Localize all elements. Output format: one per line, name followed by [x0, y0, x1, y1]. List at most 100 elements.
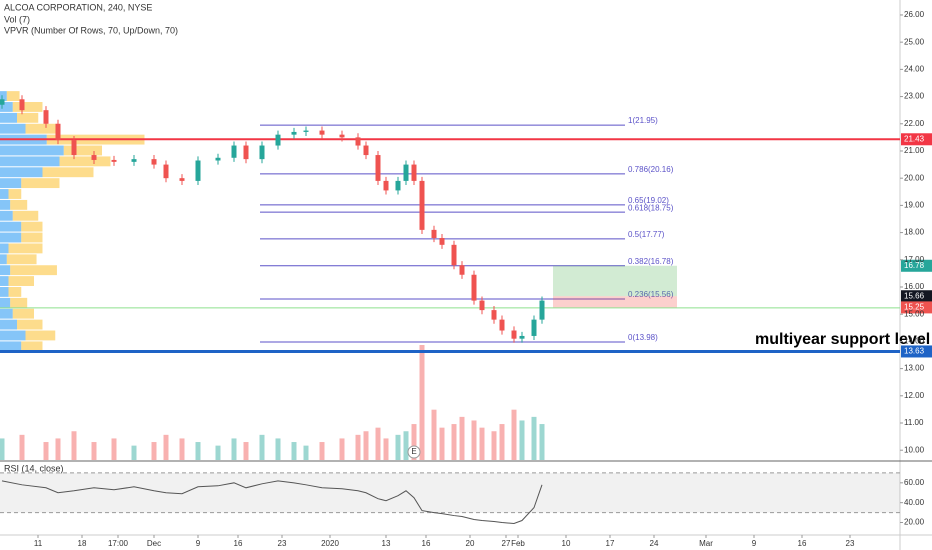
- y-tick-label: 12.00: [904, 391, 925, 400]
- x-tick-label: 10: [562, 539, 571, 548]
- candle-body: [131, 159, 137, 162]
- y-tick-label: 10.00: [904, 445, 925, 454]
- candle-body: [355, 137, 361, 146]
- candle-body: [303, 130, 309, 132]
- volume-bar: [511, 409, 517, 460]
- profile-up: [0, 210, 13, 221]
- fib-label: 0.786(20.16): [628, 165, 674, 174]
- price-tag-label: 15.25: [904, 303, 925, 312]
- volume-bar: [459, 416, 465, 460]
- profile-up: [0, 156, 60, 167]
- profile-down: [17, 319, 43, 330]
- profile-up: [0, 341, 22, 352]
- volume-bar: [0, 438, 5, 460]
- candle-body: [243, 145, 249, 160]
- volume-bar: [355, 434, 361, 460]
- profile-up: [0, 265, 11, 276]
- profile-up: [0, 297, 11, 308]
- loss-zone: [553, 296, 677, 308]
- candle-body: [55, 123, 61, 141]
- price-tag: [901, 290, 932, 303]
- candle-body: [375, 155, 381, 181]
- candle-body: [319, 130, 325, 135]
- profile-down: [25, 330, 56, 341]
- y-tick-label: 11.00: [904, 418, 924, 427]
- price-tag-label: 15.66: [904, 291, 925, 300]
- volume-bar: [231, 438, 237, 460]
- volume-bar: [395, 434, 401, 460]
- price-tag-label: 13.63: [904, 347, 925, 356]
- candle-body: [19, 99, 25, 111]
- x-tick-label: 16: [422, 539, 431, 548]
- candle-body: [179, 178, 185, 181]
- volume-layer: [0, 345, 545, 460]
- earnings-badge: [407, 445, 421, 459]
- volume-bar: [179, 438, 185, 460]
- volume-bar: [531, 416, 537, 460]
- volume-bar: [243, 442, 249, 460]
- volume-bar: [91, 442, 97, 460]
- profile-up: [0, 112, 17, 123]
- volume-bar: [215, 445, 221, 460]
- volume-bar: [151, 442, 157, 460]
- price-tag: [901, 301, 932, 314]
- profile-down: [10, 199, 28, 210]
- profile-up: [0, 232, 22, 243]
- profile-down: [59, 156, 111, 167]
- candle-body: [491, 310, 497, 320]
- fib-label: 0.382(16.78): [628, 257, 674, 266]
- fib-label: 0.236(15.56): [628, 290, 674, 299]
- fib-label: 0.618(18.75): [628, 203, 674, 212]
- volume-bar: [431, 409, 437, 460]
- candle-body: [291, 131, 297, 135]
- volume-bar: [111, 438, 117, 460]
- volume-bar: [71, 431, 77, 460]
- volume-bar: [375, 427, 381, 460]
- x-tick-label: 27: [502, 539, 511, 548]
- price-tag: [901, 345, 932, 358]
- candle-body: [43, 110, 49, 124]
- x-tick-label: 9: [196, 539, 201, 548]
- volume-bar: [339, 438, 345, 460]
- y-tick-label: 17.00: [904, 255, 925, 264]
- volume-bar: [19, 434, 25, 460]
- candle-body: [395, 180, 401, 191]
- price-tag-label: 21.43: [904, 134, 925, 143]
- x-tick-label: Dec: [147, 539, 161, 548]
- candle-body: [419, 180, 425, 230]
- indicator-label: Vol (7): [4, 14, 30, 24]
- profile-down: [21, 178, 60, 189]
- y-tick-label: 24.00: [904, 64, 925, 73]
- profile-down: [8, 276, 34, 286]
- profit-zone: [553, 265, 677, 297]
- rsi-tick-label: 20.00: [904, 518, 925, 527]
- x-tick-label: 18: [78, 539, 87, 548]
- y-tick-label: 15.00: [904, 309, 925, 318]
- price-tag-label: 16.78: [904, 261, 925, 270]
- profile-down: [21, 221, 43, 232]
- rsi-line: [1, 480, 543, 525]
- volume-bar: [275, 438, 281, 460]
- profile-up: [0, 254, 7, 265]
- candle-body: [383, 180, 389, 191]
- candle-body: [411, 164, 417, 181]
- profile-down: [12, 308, 34, 319]
- y-tick-label: 25.00: [904, 37, 925, 46]
- profile-up: [0, 189, 9, 199]
- y-tick-label: 26.00: [904, 10, 925, 19]
- candle-body: [431, 229, 437, 239]
- annotation: multiyear support level: [755, 331, 930, 348]
- x-tick-label: 17:00: [108, 539, 129, 548]
- y-tick-label: 13.00: [904, 364, 925, 373]
- candle-body: [111, 159, 117, 162]
- y-tick-label: 22.00: [904, 119, 925, 128]
- candle-body: [71, 140, 77, 156]
- x-tick-label: 13: [382, 539, 391, 548]
- y-tick-label: 23.00: [904, 92, 925, 101]
- x-tick-label: 9: [752, 539, 757, 548]
- candle-body: [215, 157, 221, 161]
- volume-bar: [303, 445, 309, 460]
- x-tick-label: Mar: [699, 539, 713, 548]
